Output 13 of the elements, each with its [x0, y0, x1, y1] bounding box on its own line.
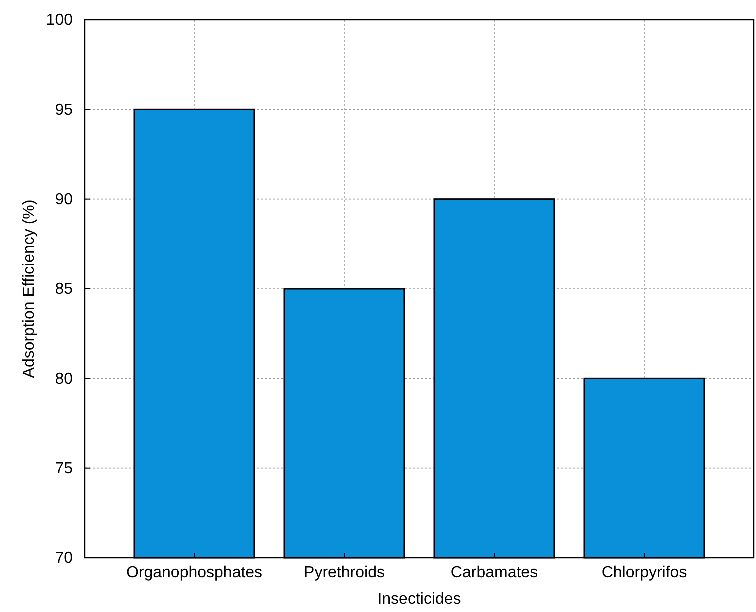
- x-axis-title: Insecticides: [378, 591, 462, 608]
- y-tick-label: 85: [55, 281, 74, 298]
- x-tick-label: Chlorpyrifos: [602, 564, 688, 582]
- y-tick-label: 95: [55, 102, 74, 119]
- x-tick-label: Organophosphates: [126, 564, 263, 582]
- y-tick-label: 90: [55, 191, 74, 208]
- y-tick-label: 80: [55, 370, 74, 388]
- x-tick-label: Pyrethroids: [304, 564, 385, 582]
- x-tick-label: Carbamates: [450, 564, 538, 582]
- y-axis-title: Adsorption Efficiency (%): [21, 200, 38, 378]
- y-tick-label: 70: [55, 550, 74, 568]
- y-tick-label: 100: [46, 12, 74, 30]
- y-tick-label: 75: [55, 460, 74, 478]
